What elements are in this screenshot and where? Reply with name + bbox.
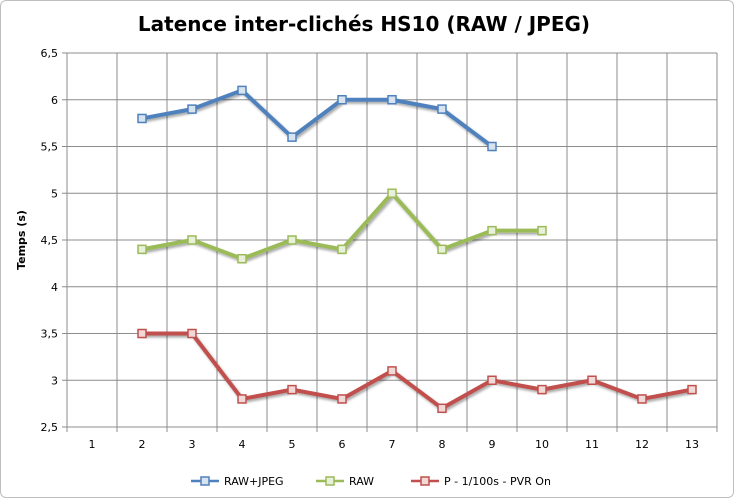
x-tick-label: 3 — [189, 438, 196, 451]
data-point — [137, 113, 147, 124]
x-tick-label: 8 — [439, 438, 446, 451]
data-point — [237, 394, 247, 404]
axes — [62, 52, 718, 432]
data-point — [437, 104, 447, 114]
legend-label: RAW+JPEG — [224, 475, 284, 488]
legend-marker — [325, 476, 335, 486]
data-point — [287, 132, 297, 142]
series-line — [140, 331, 694, 411]
x-tick-label: 7 — [389, 438, 396, 451]
data-point — [387, 188, 397, 198]
y-tick-label: 6,5 — [41, 47, 59, 60]
x-tick-labels: 1 2 3 4 5 6 7 8 9 10 11 12 13 — [89, 438, 700, 451]
data-point — [487, 375, 497, 385]
y-axis-title: Temps (s) — [15, 210, 28, 270]
data-point — [187, 235, 197, 245]
y-tick-label: 3,5 — [41, 328, 59, 341]
series-line — [140, 88, 494, 149]
data-point — [487, 141, 497, 152]
data-point — [187, 328, 197, 339]
data-point — [387, 95, 397, 105]
legend-label: P - 1/100s - PVR On — [444, 475, 551, 488]
series-1 — [137, 85, 497, 152]
legend-item: P - 1/100s - PVR On — [411, 475, 551, 488]
data-point — [537, 225, 547, 236]
y-tick-label: 4,5 — [41, 234, 59, 247]
x-tick-label: 4 — [239, 438, 246, 451]
series-2 — [137, 188, 547, 264]
data-point — [337, 244, 347, 255]
series — [137, 85, 697, 414]
y-tick-label: 5,5 — [41, 141, 59, 154]
y-tick-labels: 2,5 3 3,5 4 4,5 5 5,5 6 6,5 — [41, 47, 59, 434]
legend-marker — [420, 476, 430, 486]
data-point — [387, 366, 397, 376]
data-point — [337, 95, 347, 105]
data-point — [537, 384, 547, 395]
data-point — [287, 235, 297, 245]
legend-item: RAW — [316, 475, 374, 488]
data-point — [287, 384, 297, 395]
y-tick-label: 3 — [51, 374, 58, 387]
data-point — [487, 225, 497, 236]
legend-item: RAW+JPEG — [191, 475, 284, 488]
x-tick-label: 9 — [489, 438, 496, 451]
legend-marker — [200, 476, 210, 486]
series-3 — [137, 328, 697, 414]
y-tick-label: 2,5 — [41, 421, 59, 434]
y-tick-label: 4 — [51, 281, 58, 294]
x-tick-label: 12 — [635, 438, 649, 451]
y-tick-label: 6 — [51, 94, 58, 107]
x-tick-label: 2 — [139, 438, 146, 451]
x-tick-label: 10 — [535, 438, 549, 451]
data-point — [337, 394, 347, 404]
x-tick-label: 5 — [289, 438, 296, 451]
legend-label: RAW — [349, 475, 374, 488]
data-point — [437, 244, 447, 255]
x-tick-label: 1 — [89, 438, 96, 451]
data-point — [437, 403, 447, 414]
data-point — [237, 253, 247, 264]
data-point — [187, 104, 197, 114]
y-tick-label: 5 — [51, 187, 58, 200]
legend: RAW+JPEG RAW P - 1/100s - PVR On — [191, 475, 551, 488]
data-point — [137, 244, 147, 255]
data-point — [687, 384, 697, 395]
x-tick-label: 13 — [685, 438, 699, 451]
data-point — [637, 394, 647, 404]
x-tick-label: 6 — [339, 438, 346, 451]
chart-title: Latence inter-clichés HS10 (RAW / JPEG) — [138, 12, 590, 36]
data-point — [587, 375, 597, 385]
data-point — [237, 85, 247, 96]
x-tick-label: 11 — [585, 438, 599, 451]
data-point — [137, 328, 147, 339]
